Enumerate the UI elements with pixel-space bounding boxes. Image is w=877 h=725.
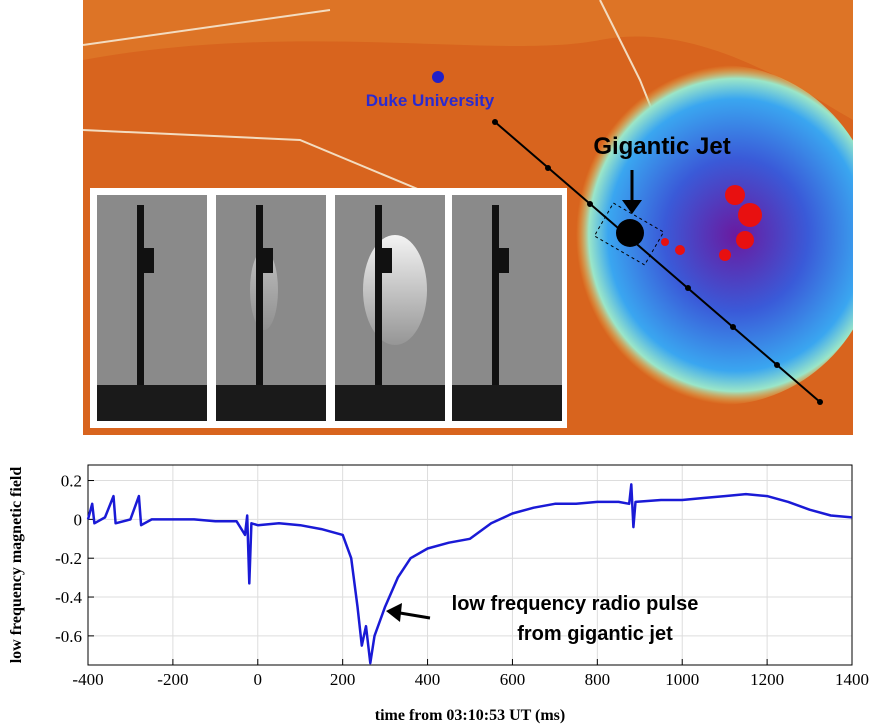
- map-label: Duke University: [366, 91, 495, 110]
- x-tick-label: 400: [415, 670, 441, 689]
- x-tick-label: -200: [157, 670, 188, 689]
- annotation: low frequency radio pulse: [452, 593, 699, 615]
- photo-panel: [97, 195, 207, 421]
- x-tick-label: 1200: [750, 670, 784, 689]
- map-label: Gigantic Jet: [593, 133, 730, 160]
- x-tick-label: 1000: [665, 670, 699, 689]
- y-tick-label: 0.2: [61, 472, 82, 491]
- plot-frame: [87, 464, 853, 666]
- ground: [452, 385, 562, 421]
- x-tick-label: 600: [500, 670, 526, 689]
- ground: [216, 385, 326, 421]
- x-axis-label: time from 03:10:53 UT (ms): [375, 707, 565, 724]
- y-tick-label: -0.4: [55, 588, 82, 607]
- x-tick-label: 200: [330, 670, 356, 689]
- x-tick-label: 0: [254, 670, 263, 689]
- data-line: [86, 483, 853, 665]
- y-tick-label: -0.2: [55, 549, 82, 568]
- ground: [335, 385, 445, 421]
- y-tick-label: 0: [74, 510, 83, 529]
- pole-box: [142, 248, 154, 273]
- pole: [137, 205, 144, 385]
- annotation-arrow: [399, 611, 431, 620]
- ground: [97, 385, 207, 421]
- flash: [363, 235, 427, 345]
- y-tick-label: -0.6: [55, 627, 82, 646]
- x-tick-label: 800: [585, 670, 611, 689]
- annotation: from gigantic jet: [517, 623, 673, 645]
- pole-box: [261, 248, 273, 273]
- map: Duke University Gigantic Jet: [83, 0, 853, 435]
- photo-panel: [452, 195, 562, 421]
- y-axis-label: low frequency magnetic field: [8, 467, 25, 664]
- pole-box: [380, 248, 392, 273]
- x-tick-label: -400: [72, 670, 103, 689]
- pole: [256, 205, 263, 385]
- pole: [375, 205, 382, 385]
- pole-box: [497, 248, 509, 273]
- chart: 0.2 0 -0.2 -0.4 -0.6 -400 -200 0 200 400 600 800 100…: [8, 464, 869, 724]
- annotation-arrowhead: [386, 603, 402, 622]
- plot-area: [88, 465, 852, 665]
- x-tick-label: 1400: [835, 670, 869, 689]
- pole: [492, 205, 499, 385]
